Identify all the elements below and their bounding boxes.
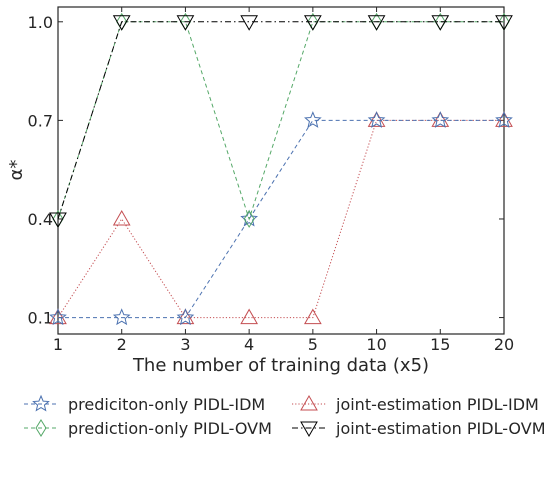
star-marker (240, 209, 258, 227)
x-tick-label: 4 (244, 335, 254, 354)
triangle-up-marker (303, 308, 322, 325)
series-3 (49, 15, 513, 228)
triangle-up-marker (176, 308, 195, 325)
triangle-up-marker (300, 394, 318, 411)
series-2 (49, 111, 513, 325)
x-tick-label: 10 (366, 335, 386, 354)
star-marker (495, 111, 513, 128)
y-axis: 0.1 0.4 0.7 1.0 (28, 13, 504, 328)
legend: prediciton-only PIDL-IDM prediction-only … (24, 394, 546, 438)
triangle-down-marker (240, 15, 259, 31)
diamond-marker (35, 419, 47, 437)
y-axis-label: α* (6, 160, 27, 181)
star-marker (49, 308, 67, 326)
series-line (58, 119, 504, 319)
y-tick-label: 0.1 (28, 309, 53, 328)
triangle-down-marker (300, 421, 318, 438)
diamond-marker (243, 210, 255, 228)
y-tick-label: 0.4 (28, 210, 53, 229)
legend-item: joint-estimation PIDL-IDM (292, 394, 539, 414)
legend-label: joint-estimation PIDL-IDM (335, 395, 539, 414)
legend-item: joint-estimation PIDL-OVM (292, 419, 546, 438)
y-tick-label: 1.0 (28, 13, 53, 32)
series-1 (52, 12, 510, 228)
plot-area-frame (57, 6, 505, 335)
star-marker (431, 111, 450, 128)
series-layer (49, 12, 513, 326)
star-marker (304, 111, 322, 128)
triangle-down-marker (303, 15, 322, 31)
triangle-down-marker (431, 15, 450, 31)
triangle-up-marker (49, 308, 67, 325)
star-marker (112, 308, 131, 326)
x-tick-label: 15 (430, 335, 450, 354)
legend-label: prediction-only PIDL-OVM (68, 419, 272, 438)
triangle-up-marker (495, 111, 513, 127)
x-tick-label: 3 (180, 335, 190, 354)
triangle-up-marker (431, 111, 450, 127)
star-marker (176, 308, 195, 326)
star-marker (367, 111, 386, 128)
triangle-down-marker (112, 15, 131, 31)
triangle-up-marker (367, 111, 386, 127)
series-line (57, 21, 504, 220)
triangle-down-marker (176, 15, 195, 31)
series-0 (49, 111, 513, 326)
x-tick-label: 20 (494, 335, 514, 354)
star-marker (32, 394, 50, 412)
x-tick-label: 5 (308, 335, 318, 354)
legend-item: prediction-only PIDL-OVM (24, 419, 272, 438)
x-tick-label: 1 (53, 335, 63, 354)
legend-label: joint-estimation PIDL-OVM (335, 419, 546, 438)
triangle-down-marker (49, 212, 67, 228)
triangle-up-marker (240, 308, 259, 325)
legend-label: prediciton-only PIDL-IDM (68, 395, 265, 414)
triangle-up-marker (112, 209, 131, 226)
triangle-down-marker (495, 15, 513, 31)
x-tick-label: 2 (117, 335, 127, 354)
x-axis: 1 2 3 4 5 10 15 20 (53, 7, 514, 354)
y-tick-label: 0.7 (28, 111, 53, 130)
legend-item: prediciton-only PIDL-IDM (24, 394, 265, 414)
triangle-down-marker (367, 15, 386, 31)
series-line (57, 119, 504, 319)
x-axis-label: The number of training data (x5) (132, 355, 429, 376)
